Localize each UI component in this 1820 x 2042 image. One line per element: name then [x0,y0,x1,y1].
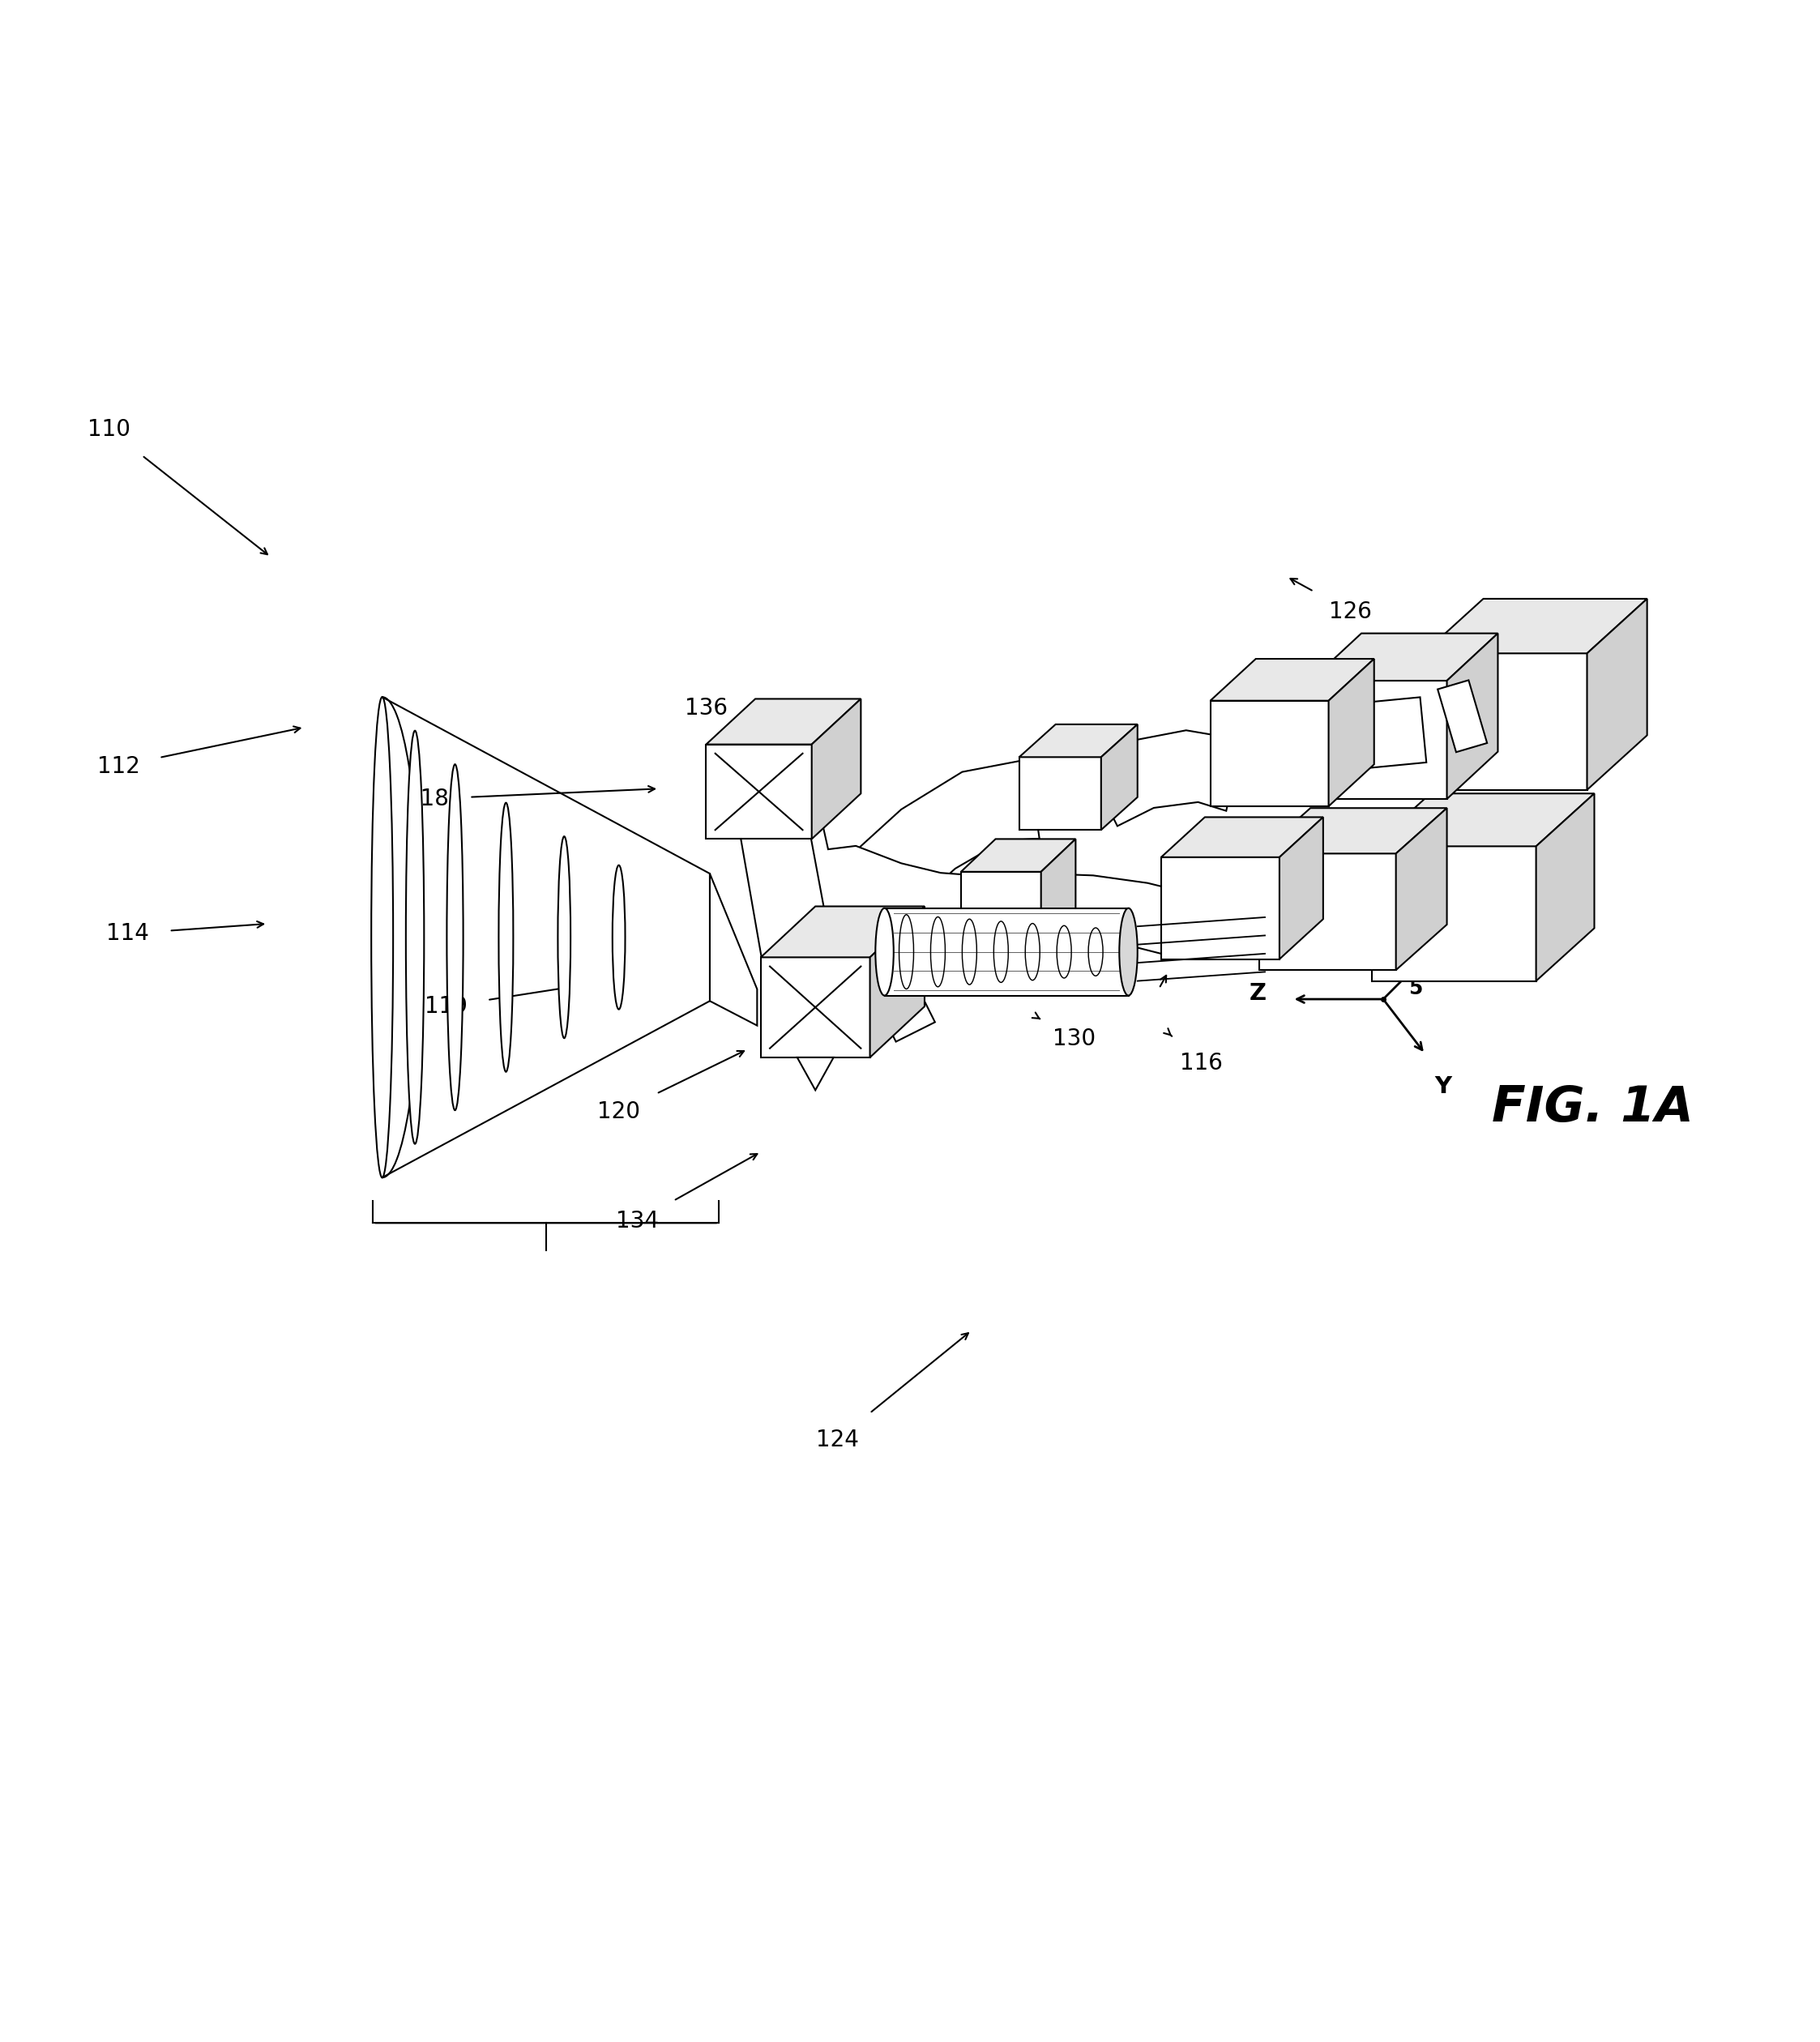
Text: 118: 118 [406,788,450,811]
Polygon shape [706,745,812,839]
Polygon shape [1396,809,1447,970]
Ellipse shape [499,803,513,1072]
Polygon shape [710,874,757,1025]
Polygon shape [1372,845,1536,980]
Polygon shape [1310,680,1447,798]
Ellipse shape [406,731,424,1144]
Polygon shape [1161,817,1323,858]
Text: FIG. 1A: FIG. 1A [1492,1084,1693,1131]
Polygon shape [1019,758,1101,829]
Polygon shape [748,809,977,947]
Text: 114: 114 [106,923,149,945]
Text: Y: Y [1434,1076,1452,1099]
Text: x: x [1465,913,1480,935]
Polygon shape [1423,653,1587,790]
Text: 112: 112 [96,756,140,778]
Polygon shape [797,1058,834,1090]
Text: 124: 124 [815,1427,859,1452]
Polygon shape [724,745,852,1058]
Text: Z: Z [1249,982,1267,1005]
Polygon shape [1279,817,1323,960]
Ellipse shape [875,909,894,996]
Text: 120: 120 [597,1101,641,1123]
Text: 136: 136 [684,696,728,719]
Polygon shape [1161,858,1279,960]
Polygon shape [706,698,861,745]
Text: 134: 134 [615,1209,659,1233]
Polygon shape [1039,874,1194,958]
Polygon shape [1210,660,1374,700]
Text: 5: 5 [1409,978,1423,999]
Polygon shape [808,760,1039,952]
Polygon shape [1329,660,1374,807]
Polygon shape [1438,680,1487,751]
Polygon shape [1041,839,1076,941]
Ellipse shape [557,837,571,1037]
Polygon shape [1536,794,1594,980]
Polygon shape [961,839,1076,872]
Ellipse shape [1119,909,1138,996]
Polygon shape [1423,598,1647,653]
Polygon shape [870,907,925,1058]
Polygon shape [812,698,861,839]
Polygon shape [1310,633,1498,680]
Text: 130: 130 [1052,1027,1096,1050]
Polygon shape [1372,794,1594,845]
Polygon shape [382,696,710,1178]
Polygon shape [1447,633,1498,798]
Text: 132: 132 [1158,941,1201,964]
Polygon shape [885,909,1128,996]
Text: 126: 126 [1329,600,1372,623]
Text: 116: 116 [1179,1052,1223,1074]
Polygon shape [855,941,935,1041]
Text: 119: 119 [424,994,468,1017]
Polygon shape [1259,854,1396,970]
Polygon shape [761,958,870,1058]
Polygon shape [1259,809,1447,854]
Text: 110: 110 [87,419,131,441]
Polygon shape [1019,725,1138,758]
Ellipse shape [448,764,462,1111]
Polygon shape [961,872,1041,941]
Polygon shape [1101,725,1138,829]
Polygon shape [1325,696,1427,772]
Ellipse shape [371,696,393,1178]
Polygon shape [1085,731,1241,827]
Polygon shape [1587,598,1647,790]
Polygon shape [761,907,925,958]
Polygon shape [1210,700,1329,807]
Ellipse shape [612,866,626,1009]
Text: 122: 122 [976,788,1019,811]
